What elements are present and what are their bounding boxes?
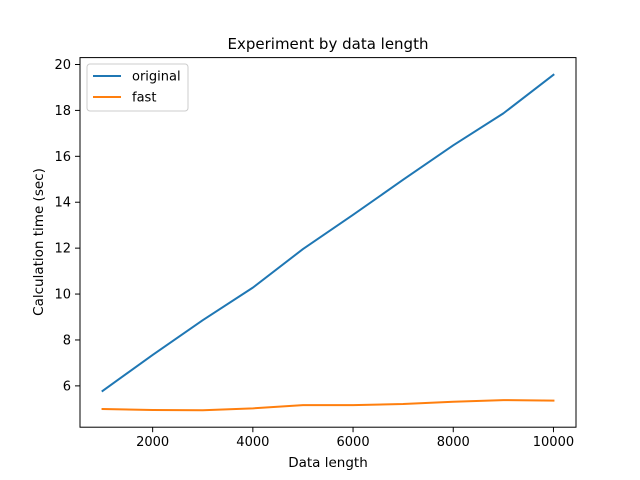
y-tick-label: 14 [54, 196, 71, 211]
y-tick-label: 12 [54, 242, 71, 257]
y-tick-label: 8 [63, 333, 71, 348]
legend: original fast [86, 63, 189, 112]
y-tick-label: 6 [63, 379, 71, 394]
y-tick-label: 16 [54, 150, 71, 165]
x-axis-label: Data length [288, 455, 368, 471]
chart-title: Experiment by data length [228, 35, 429, 53]
legend-label-original: original [132, 70, 181, 85]
x-tick-label: 6000 [337, 435, 370, 450]
x-axis-ticks: 2000 4000 6000 8000 10000 [136, 427, 574, 450]
series-layer [101, 73, 555, 412]
y-tick-label: 10 [54, 288, 71, 303]
x-tick-label: 8000 [437, 435, 470, 450]
y-axis-ticks: 6 8 10 12 14 16 18 20 [54, 58, 80, 394]
x-tick-label: 2000 [136, 435, 169, 450]
legend-label-fast: fast [132, 91, 156, 106]
y-tick-label: 20 [54, 58, 71, 73]
x-tick-label: 10000 [533, 435, 574, 450]
series-line-fast [101, 399, 555, 412]
y-tick-label: 18 [54, 104, 71, 119]
series-line-original [101, 73, 555, 393]
y-axis-label: Calculation time (sec) [31, 168, 47, 316]
x-tick-label: 4000 [236, 435, 269, 450]
plot-frame [79, 57, 577, 428]
